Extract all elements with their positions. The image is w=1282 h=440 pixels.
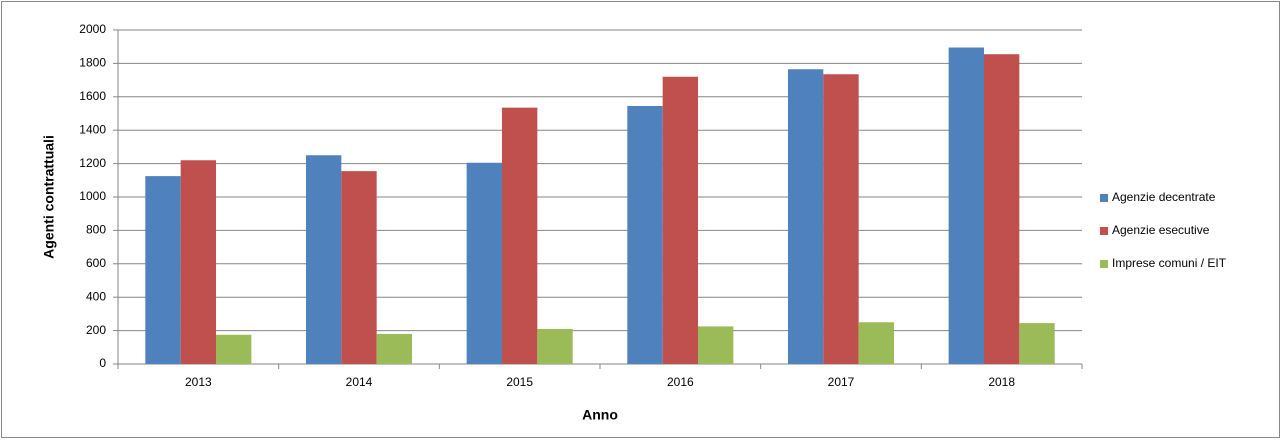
y-tick-label: 1400 — [79, 122, 106, 136]
bar — [787, 69, 824, 365]
y-tick-label: 0 — [99, 356, 106, 370]
y-tick-label: 200 — [86, 323, 106, 337]
bar — [305, 155, 342, 364]
bar — [537, 328, 573, 364]
y-tick-label: 400 — [86, 289, 106, 303]
bar — [858, 322, 895, 364]
legend-label: Agenzie decentrate — [1112, 190, 1216, 204]
y-axis-title: Agenti contrattuali — [41, 135, 57, 259]
x-tick-label: 2016 — [667, 375, 694, 389]
bar — [376, 333, 413, 364]
bar — [948, 47, 984, 364]
legend-label: Imprese comuni / EIT — [1112, 256, 1227, 270]
x-tick-label: 2015 — [506, 375, 533, 389]
bar — [627, 105, 663, 365]
bar — [341, 171, 377, 364]
y-tick-label: 1200 — [79, 156, 106, 170]
x-tick-label: 2014 — [346, 375, 373, 389]
bar — [180, 160, 217, 364]
bar — [662, 76, 699, 364]
x-tick-label: 2018 — [988, 375, 1015, 389]
bar — [983, 54, 1020, 365]
y-tick-label: 600 — [86, 256, 106, 270]
y-tick-label: 1800 — [79, 56, 106, 70]
bar — [698, 326, 734, 364]
y-tick-label: 2000 — [79, 22, 106, 36]
y-tick-label: 1000 — [79, 189, 106, 203]
legend-swatch — [1100, 227, 1108, 235]
legend-label: Agenzie esecutive — [1112, 223, 1210, 237]
y-tick-label: 800 — [86, 223, 106, 237]
bar — [216, 334, 252, 364]
bar — [823, 74, 859, 364]
y-tick-label: 1600 — [79, 89, 106, 103]
bar — [501, 107, 538, 364]
legend-swatch — [1100, 194, 1108, 202]
legend-swatch — [1100, 260, 1108, 268]
bar — [466, 162, 502, 364]
x-tick-label: 2013 — [185, 375, 212, 389]
bar — [1019, 323, 1055, 364]
x-axis-title: Anno — [582, 407, 618, 423]
bar — [145, 176, 181, 364]
x-tick-label: 2017 — [828, 375, 855, 389]
